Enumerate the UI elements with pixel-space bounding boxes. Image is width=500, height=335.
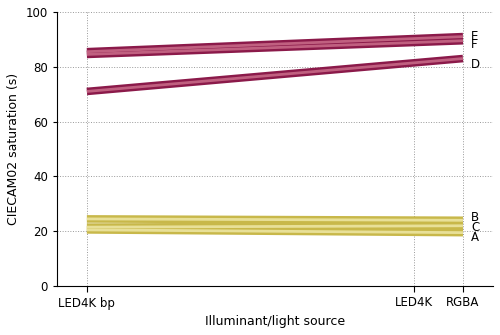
Text: E: E bbox=[472, 30, 478, 43]
Text: F: F bbox=[472, 38, 478, 51]
Text: A: A bbox=[472, 231, 480, 244]
Text: D: D bbox=[472, 58, 480, 71]
Text: C: C bbox=[472, 221, 480, 233]
Y-axis label: CIECAM02 saturation (s): CIECAM02 saturation (s) bbox=[7, 73, 20, 225]
Text: B: B bbox=[472, 211, 480, 224]
X-axis label: Illuminant/light source: Illuminant/light source bbox=[205, 315, 345, 328]
